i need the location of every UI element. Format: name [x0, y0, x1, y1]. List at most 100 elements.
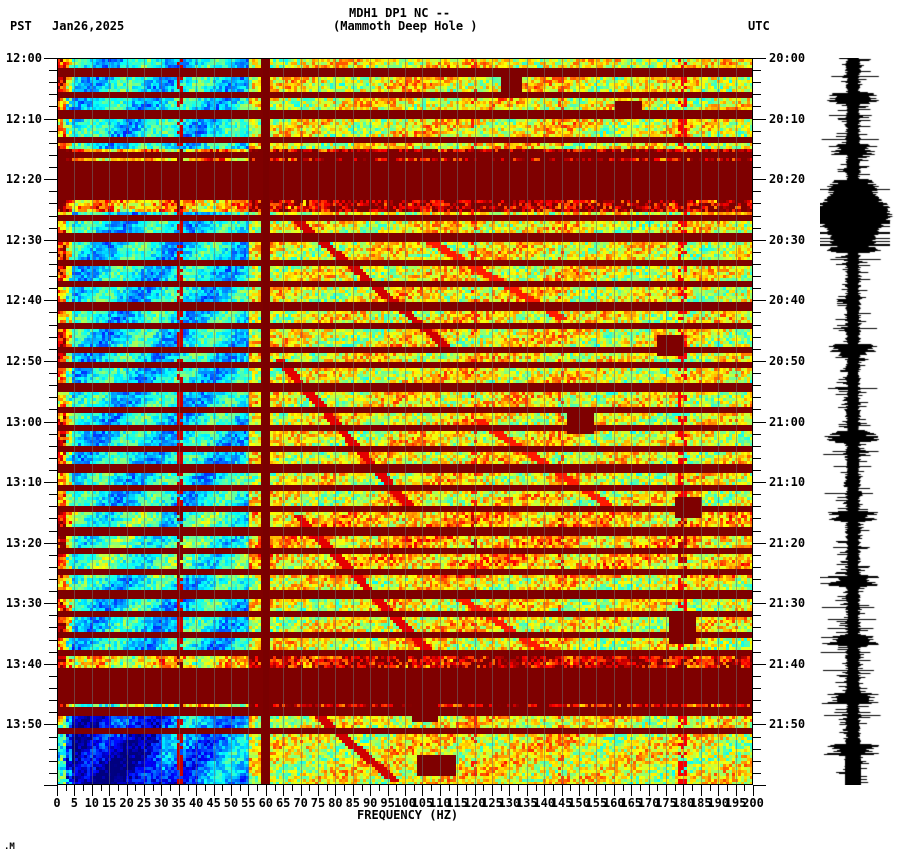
freq-axis-label-35: 35	[171, 796, 187, 810]
left-axis-minor-tick	[49, 288, 57, 289]
freq-axis-label-60: 60	[258, 796, 274, 810]
right-axis-minor-tick	[753, 409, 761, 410]
left-axis-major-tick	[44, 361, 57, 362]
freq-axis-major-tick	[562, 785, 563, 796]
freq-axis-minor-tick	[118, 785, 119, 791]
right-axis-minor-tick	[753, 397, 761, 398]
right-axis-minor-tick	[753, 712, 761, 713]
left-axis-minor-tick	[49, 70, 57, 71]
freq-axis-major-tick	[57, 785, 58, 796]
freq-axis-label-140: 140	[533, 796, 556, 810]
left-axis-major-tick	[44, 179, 57, 180]
left-axis-major-tick	[44, 240, 57, 241]
right-axis-minor-tick	[753, 579, 761, 580]
freq-axis-minor-tick	[66, 785, 67, 791]
right-axis-label-2020: 20:20	[769, 172, 806, 187]
freq-axis-minor-tick	[222, 785, 223, 791]
right-axis-major-tick	[753, 664, 766, 665]
freq-axis-minor-tick	[623, 785, 624, 791]
right-axis-minor-tick	[753, 773, 761, 774]
left-axis-minor-tick	[49, 579, 57, 580]
right-axis-minor-tick	[753, 749, 761, 750]
freq-axis-minor-tick	[292, 785, 293, 791]
left-axis-minor-tick	[49, 228, 57, 229]
freq-axis-major-tick	[579, 785, 580, 796]
left-axis-minor-tick	[49, 409, 57, 410]
right-axis-minor-tick	[753, 203, 761, 204]
freq-axis-minor-tick	[188, 785, 189, 791]
freq-axis-major-tick	[683, 785, 684, 796]
freq-axis-major-tick	[92, 785, 93, 796]
left-axis-major-tick	[44, 785, 57, 786]
freq-axis-label-150: 150	[568, 796, 590, 810]
station-title: MDH1 DP1 NC --	[349, 6, 451, 20]
freq-axis-major-tick	[196, 785, 197, 796]
left-axis-label-1310: 13:10	[5, 475, 42, 490]
left-axis-minor-tick	[49, 434, 57, 435]
right-axis-minor-tick	[753, 494, 761, 495]
right-axis-minor-tick	[753, 312, 761, 313]
left-axis-minor-tick	[49, 773, 57, 774]
right-axis-minor-tick	[753, 106, 761, 107]
right-axis-minor-tick	[753, 676, 761, 677]
freq-axis-major-tick	[388, 785, 389, 796]
freq-axis-minor-tick	[240, 785, 241, 791]
station-subtitle: (Mammoth Deep Hole )	[333, 19, 478, 33]
right-axis-major-tick	[753, 543, 766, 544]
freq-axis-label-105: 105	[411, 796, 434, 810]
left-axis-label-1200: 12:00	[5, 51, 42, 65]
freq-axis-label-180: 180	[672, 796, 695, 810]
left-axis-major-tick	[44, 119, 57, 120]
left-axis-minor-tick	[49, 627, 57, 628]
right-axis-minor-tick	[753, 373, 761, 374]
freq-axis-label-175: 175	[655, 796, 677, 810]
left-axis-minor-tick	[49, 167, 57, 168]
left-axis-minor-tick	[49, 264, 57, 265]
left-axis-minor-tick	[49, 676, 57, 677]
left-axis-major-tick	[44, 58, 57, 59]
freq-axis-minor-tick	[536, 785, 537, 791]
right-axis-major-tick	[753, 361, 766, 362]
seismogram-trace	[820, 58, 896, 785]
freq-axis-label-170: 170	[637, 796, 660, 810]
freq-axis-major-tick	[161, 785, 162, 796]
right-axis-minor-tick	[753, 82, 761, 83]
freq-axis-major-tick	[353, 785, 354, 796]
freq-axis-label-80: 80	[328, 796, 343, 810]
right-axis-label-2040: 20:40	[769, 293, 806, 308]
left-axis-minor-tick	[49, 337, 57, 338]
freq-axis-label-30: 30	[154, 796, 169, 810]
left-axis-minor-tick	[49, 700, 57, 701]
freq-axis-label-40: 40	[188, 796, 204, 810]
freq-axis-major-tick	[266, 785, 267, 796]
freq-axis-minor-tick	[727, 785, 728, 791]
left-axis-minor-tick	[49, 470, 57, 471]
left-axis-major-tick	[44, 724, 57, 725]
freq-axis-major-tick	[718, 785, 719, 796]
freq-axis-label-145: 145	[550, 796, 573, 810]
freq-axis-minor-tick	[83, 785, 84, 791]
left-axis-label-1250: 12:50	[5, 353, 42, 368]
right-axis-label-2130: 21:30	[769, 596, 806, 611]
freq-axis-major-tick	[370, 785, 371, 796]
freq-axis-minor-tick	[675, 785, 676, 791]
freq-axis-label-10: 10	[84, 796, 100, 810]
right-axis-minor-tick	[753, 458, 761, 459]
right-axis-major-tick	[753, 422, 766, 423]
left-axis-minor-tick	[49, 591, 57, 592]
freq-axis-major-tick	[492, 785, 493, 796]
left-axis-major-tick	[44, 603, 57, 604]
freq-axis-minor-tick	[553, 785, 554, 791]
left-axis-minor-tick	[49, 640, 57, 641]
right-axis-minor-tick	[753, 627, 761, 628]
right-axis-label-2050: 20:50	[769, 353, 806, 368]
left-axis-label-1210: 12:10	[5, 111, 42, 126]
right-axis-minor-tick	[753, 591, 761, 592]
left-axis-minor-tick	[49, 397, 57, 398]
freq-axis-label-55: 55	[241, 796, 256, 810]
left-axis-major-tick	[44, 300, 57, 301]
right-axis-minor-tick	[753, 470, 761, 471]
freq-axis-major-tick	[753, 785, 754, 796]
freq-axis-minor-tick	[170, 785, 171, 791]
right-axis-label-2000: 20:00	[769, 51, 806, 65]
